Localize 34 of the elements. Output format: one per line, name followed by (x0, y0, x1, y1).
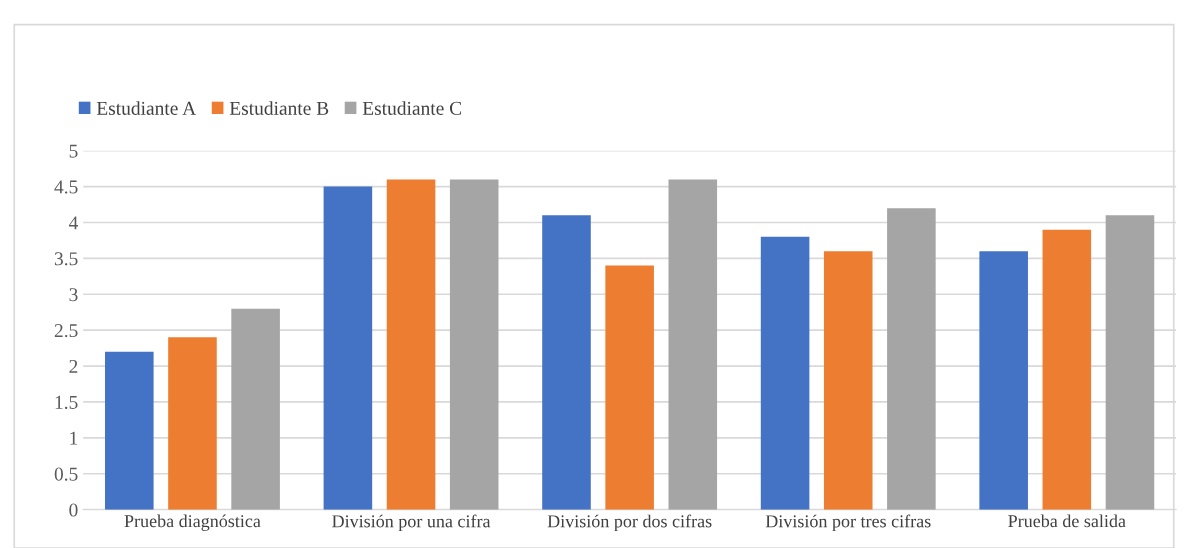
bar (231, 308, 280, 510)
y-tick-label: 2.5 (54, 324, 78, 338)
bar (668, 179, 718, 510)
x-tick-label: Prueba de salida (1008, 514, 1126, 528)
y-tick-label: 4 (68, 216, 78, 230)
bar (449, 179, 499, 510)
y-tick-label: 0 (69, 503, 78, 517)
y-tick-label: 3.5 (54, 252, 78, 266)
legend-label: Estudiante A (96, 101, 197, 115)
bar (386, 179, 436, 510)
x-tick-label: División por dos cifras (547, 514, 712, 532)
bar (979, 251, 1028, 510)
bar (105, 351, 154, 510)
bar (760, 236, 810, 510)
legend-label: Estudiante C (362, 101, 462, 115)
bar (168, 337, 217, 510)
y-tick-label: 2 (69, 359, 78, 373)
y-tick-label: 4.5 (54, 180, 78, 194)
bar (1105, 215, 1155, 510)
x-tick-label: Prueba diagnóstica (124, 514, 261, 531)
bar (542, 215, 591, 510)
bar (823, 251, 873, 510)
legend-label: Estudiante B (229, 101, 329, 115)
y-tick-label: 3 (69, 288, 78, 302)
bar (1042, 229, 1092, 510)
y-tick-label: 1.5 (55, 395, 78, 409)
bar (887, 208, 936, 510)
bar (605, 265, 654, 510)
x-tick-label: División por una cifra (332, 514, 491, 532)
y-tick-label: 0.5 (54, 467, 78, 481)
y-tick-label: 5 (69, 144, 78, 158)
x-tick-label: División por tres cifras (765, 514, 931, 532)
bar (323, 186, 373, 510)
y-tick-label: 1 (70, 431, 78, 445)
